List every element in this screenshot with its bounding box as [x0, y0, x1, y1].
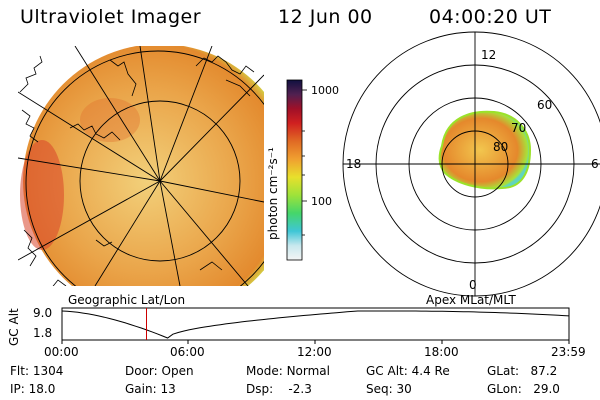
- high-intensity-region: [20, 140, 64, 250]
- polar-panel: 12 18 6 0 60 70 80: [342, 31, 600, 297]
- lat-label-80: 80: [493, 140, 508, 154]
- colorbar-unit-label: photon cm⁻²s⁻¹: [266, 147, 280, 240]
- alt-ylabel: GC Alt: [7, 308, 21, 346]
- alt-xtick-1200: 12:00: [297, 345, 332, 359]
- status-seq: Seq: 30: [366, 382, 412, 396]
- mlt-label-12: 12: [481, 48, 496, 62]
- colorbar-tick-1000: 1000: [311, 84, 339, 97]
- status-mode: Mode: Normal: [246, 364, 330, 378]
- geographic-panel: [18, 46, 264, 286]
- coastlines: [19, 55, 255, 286]
- lat-label-70: 70: [511, 121, 526, 135]
- alt-xtick-0000: 00:00: [44, 345, 79, 359]
- mlt-label-0: 0: [469, 278, 477, 292]
- altitude-plot: [61, 307, 570, 344]
- date-label: 12 Jun 00: [278, 6, 373, 28]
- status-gain: Gain: 13: [125, 382, 176, 396]
- colorbar-tick-100: 100: [311, 195, 332, 208]
- alt-xtick-0600: 06:00: [170, 345, 205, 359]
- status-ip: IP: 18.0: [10, 382, 56, 396]
- geographic-caption: Geographic Lat/Lon: [68, 293, 185, 307]
- mlt-label-18: 18: [346, 157, 361, 171]
- app-title: Ultraviolet Imager: [20, 6, 202, 28]
- apex-caption: Apex MLat/MLT: [426, 293, 516, 307]
- colorbar: [286, 79, 303, 261]
- status-gc-alt: GC Alt: 4.4 Re: [366, 364, 450, 378]
- alt-ytick-low: 1.8: [33, 326, 53, 340]
- status-door: Door: Open: [125, 364, 194, 378]
- status-glon: GLon: 29.0: [487, 382, 560, 396]
- alt-xtick-1800: 18:00: [424, 345, 459, 359]
- alt-ytick-high: 9.0: [33, 306, 53, 320]
- status-flt: Flt: 1304: [10, 364, 64, 378]
- altitude-curve: [61, 310, 570, 339]
- status-glat: GLat: 87.2: [487, 364, 558, 378]
- time-label: 04:00:20 UT: [429, 6, 552, 28]
- uv-image-disk: [23, 46, 264, 286]
- mlt-label-6: 6: [591, 157, 599, 171]
- alt-xtick-2359: 23:59: [551, 345, 586, 359]
- status-dsp: Dsp: -2.3: [246, 382, 312, 396]
- lat-label-60: 60: [537, 98, 552, 112]
